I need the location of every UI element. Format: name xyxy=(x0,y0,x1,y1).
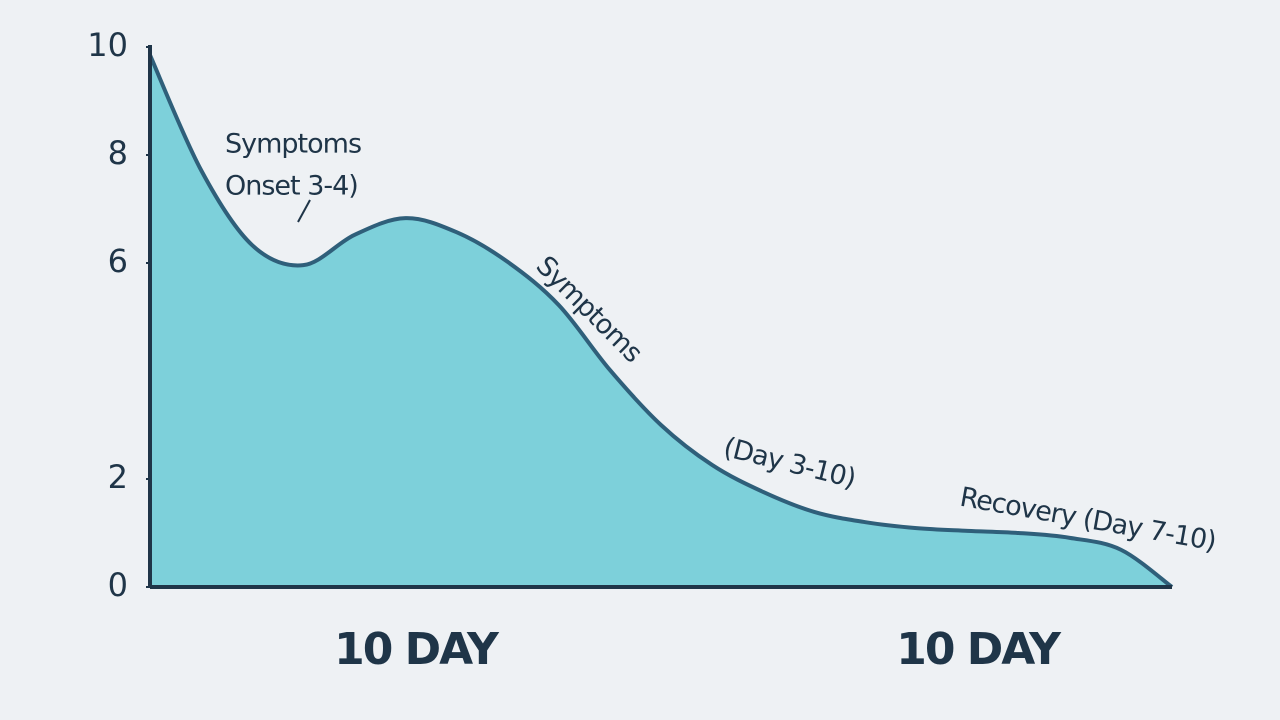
annotation-text: Symptoms xyxy=(225,129,361,160)
y-tick-label: 8 xyxy=(108,134,128,172)
y-tick-label: 6 xyxy=(108,242,128,280)
line xyxy=(148,54,1174,589)
annotation-text: Onset 3-4) xyxy=(225,171,358,202)
y-tick-label: 10 xyxy=(87,26,128,64)
y-tick-label: 0 xyxy=(108,566,128,604)
y-tick-label: 2 xyxy=(108,458,128,496)
annotation: Symptoms Onset 3-4) xyxy=(225,129,362,202)
area xyxy=(150,55,1172,588)
x-category-label: 10 DAY xyxy=(896,624,1062,675)
x-category-label: 10 DAY xyxy=(334,624,500,675)
annotation-pointer xyxy=(297,199,311,223)
